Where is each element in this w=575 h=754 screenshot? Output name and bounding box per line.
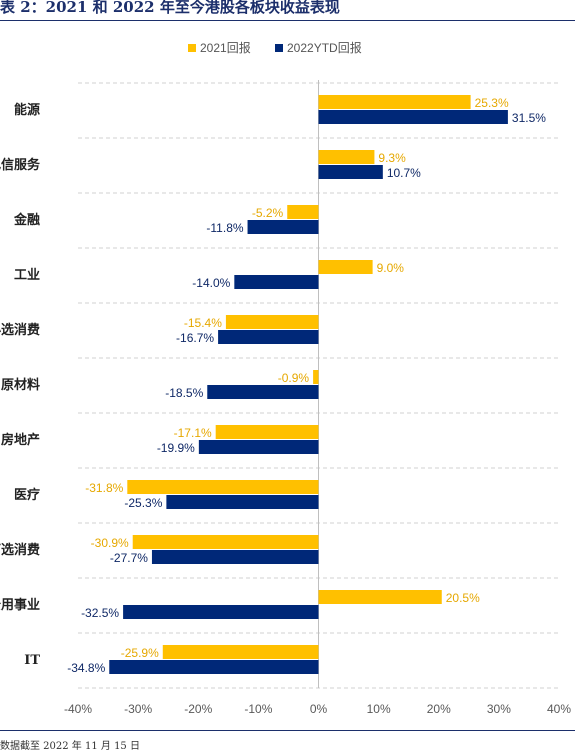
category-label-6: 房地产 <box>1 432 40 448</box>
value-label-1-1: 10.7% <box>387 166 421 180</box>
x-tick-7: 30% <box>487 702 511 716</box>
value-label-0-1: 31.5% <box>512 111 546 125</box>
bar-chart: 2021回报 2022YTD回报 25.3%31.5% 9.3%10.7% -5.2%… <box>0 40 571 716</box>
value-label-8-0: -30.9% <box>91 536 129 550</box>
bar-2-1 <box>247 220 319 234</box>
value-label-1-0: 9.3% <box>378 151 406 165</box>
bar-5-0 <box>313 370 319 384</box>
bar-8-1 <box>151 550 319 564</box>
value-label-9-1: -32.5% <box>81 606 119 620</box>
category-label-4: 必选消费 <box>0 322 40 338</box>
x-tick-8: 40% <box>547 702 571 716</box>
value-label-7-0: -31.8% <box>85 481 123 495</box>
value-label-2-0: -5.2% <box>252 206 284 220</box>
x-tick-3: -10% <box>244 702 272 716</box>
bar-3-0 <box>318 260 373 274</box>
bar-1-1 <box>318 165 383 179</box>
value-label-4-1: -16.7% <box>176 331 214 345</box>
bar-3-1 <box>234 275 319 289</box>
legend-label-0: 2021回报 <box>200 40 251 55</box>
value-label-4-0: -15.4% <box>184 316 222 330</box>
source-note: 数据截至 2022 年 11 月 15 日 <box>0 741 140 752</box>
bar-4-1 <box>218 330 319 344</box>
bar-6-0 <box>215 425 319 439</box>
value-label-3-1: -14.0% <box>192 276 230 290</box>
value-label-8-1: -27.7% <box>110 551 148 565</box>
page-title: 表 2：2021 和 2022 年至今港股各板块收益表现 <box>0 0 340 16</box>
bar-9-0 <box>318 590 442 604</box>
footer-divider <box>0 730 575 731</box>
value-label-2-1: -11.8% <box>206 221 243 235</box>
value-label-0-0: 25.3% <box>475 96 509 110</box>
value-label-6-0: -17.1% <box>174 426 212 440</box>
value-label-10-1: -34.8% <box>67 661 105 675</box>
value-label-7-1: -25.3% <box>124 496 162 510</box>
category-label-9: 公用事业 <box>0 597 40 613</box>
value-label-9-0: 20.5% <box>446 591 480 605</box>
x-tick-1: -30% <box>124 702 152 716</box>
bar-9-1 <box>123 605 319 619</box>
category-labels: 能源电信服务金融工业必选消费原材料房地产医疗可选消费公用事业 IT <box>0 102 41 668</box>
value-label-5-0: -0.9% <box>278 371 310 385</box>
category-label-3: 工业 <box>14 267 40 283</box>
category-label-0: 能源 <box>14 102 40 118</box>
value-label-5-1: -18.5% <box>165 386 203 400</box>
legend-swatch-0 <box>188 44 196 52</box>
value-label-10-0: -25.9% <box>121 646 159 660</box>
bar-5-1 <box>207 385 319 399</box>
category-label-2: 金融 <box>13 212 40 228</box>
x-tick-6: 20% <box>427 702 451 716</box>
chart-bars: 25.3%31.5% 9.3%10.7% -5.2% -11.8% 9.0% -14.0%… <box>67 95 546 675</box>
x-tick-4: 0% <box>310 702 328 716</box>
bar-2-0 <box>287 205 319 219</box>
bar-0-0 <box>318 95 471 109</box>
legend-label-1: 2022YTD回报 <box>287 40 362 55</box>
bar-8-0 <box>132 535 319 549</box>
category-label-5: 原材料 <box>1 377 40 393</box>
bar-4-0 <box>225 315 319 329</box>
category-label-10: IT <box>24 653 40 668</box>
category-label-7: 医疗 <box>14 487 40 503</box>
value-label-6-1: -19.9% <box>157 441 195 455</box>
bar-7-0 <box>127 480 319 494</box>
x-tick-2: -20% <box>184 702 212 716</box>
x-tick-0: -40% <box>64 702 92 716</box>
bar-0-1 <box>318 110 508 124</box>
category-label-8: 可选消费 <box>0 542 40 558</box>
bar-1-0 <box>318 150 375 164</box>
category-label-1: 电信服务 <box>0 157 41 173</box>
value-label-3-0: 9.0% <box>377 261 405 275</box>
x-axis-ticks: -40% -30% -20% -10% 0% 10% 20% 30% 40% <box>64 702 571 716</box>
bar-6-1 <box>198 440 319 454</box>
bar-10-0 <box>162 645 319 659</box>
x-tick-5: 10% <box>367 702 391 716</box>
title-divider <box>0 20 575 21</box>
chart-legend: 2021回报 2022YTD回报 <box>188 40 362 55</box>
legend-swatch-1 <box>275 44 283 52</box>
bar-7-1 <box>166 495 319 509</box>
bar-10-1 <box>109 660 319 674</box>
